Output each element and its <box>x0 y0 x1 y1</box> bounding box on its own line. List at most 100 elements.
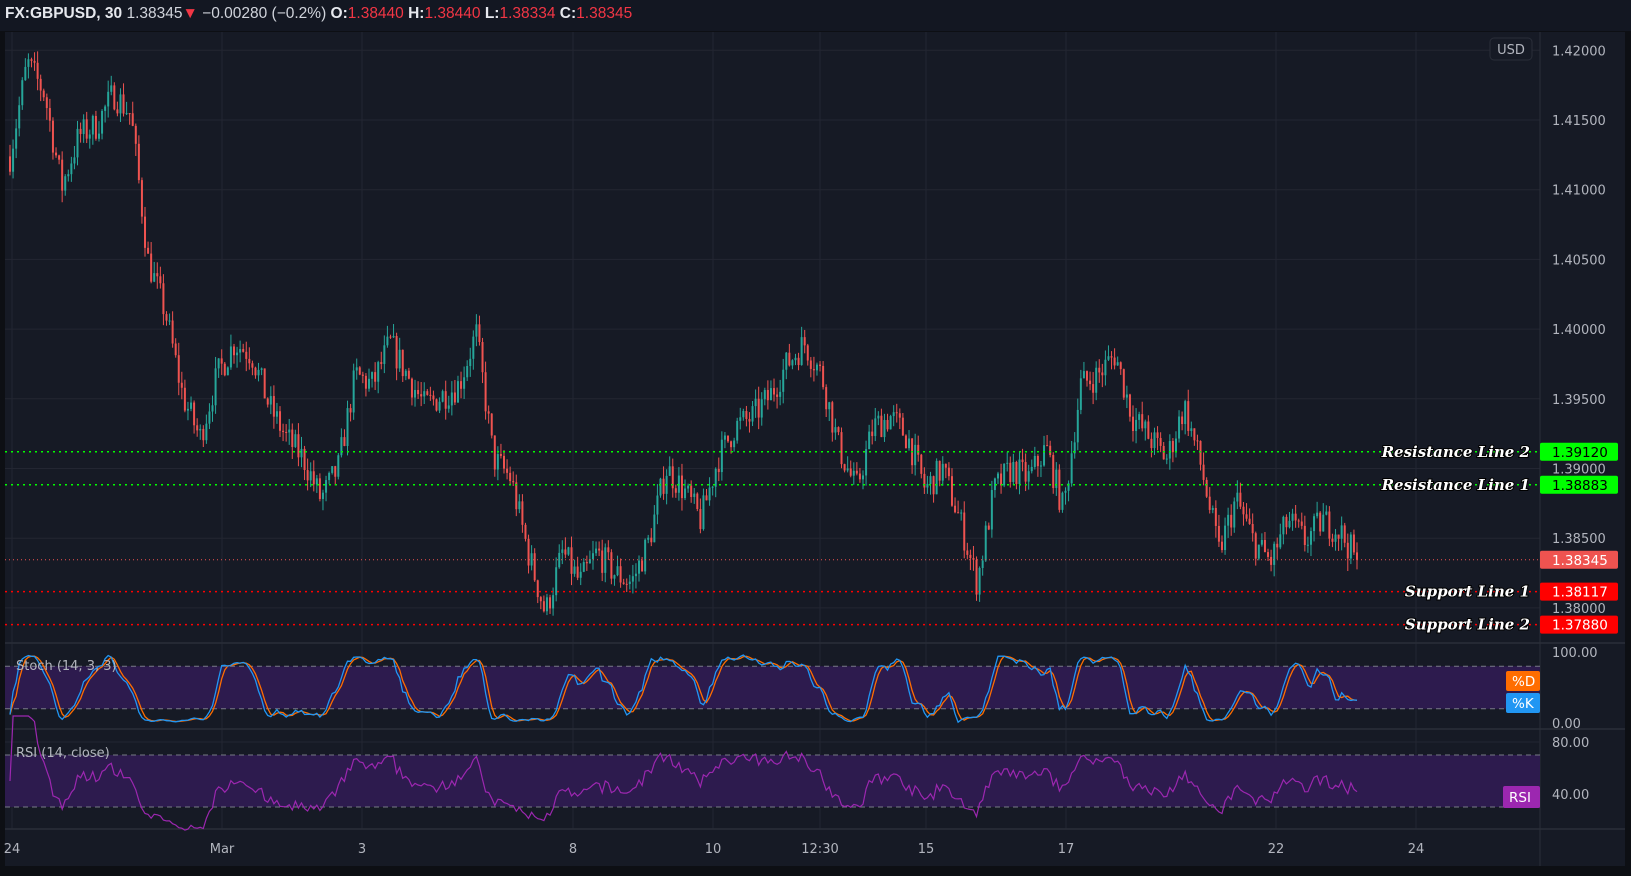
candle-body <box>1291 513 1294 521</box>
candle-body <box>521 501 524 525</box>
candle-body <box>300 448 303 458</box>
candle-body <box>720 439 723 473</box>
candle-body <box>417 389 420 395</box>
candle-body <box>834 427 837 433</box>
candle-body <box>1254 533 1257 559</box>
last-price: 1.38345 <box>126 5 183 22</box>
candle-body <box>1009 462 1012 482</box>
candle-body <box>199 428 202 431</box>
candle-body <box>110 85 113 92</box>
candle-body <box>435 399 438 411</box>
candle-body <box>426 391 429 395</box>
candle-body <box>1279 534 1282 548</box>
candle-body <box>48 108 51 121</box>
candle-body <box>696 493 699 509</box>
candle-body <box>1027 471 1030 482</box>
rsi-tag-label: RSI <box>1509 790 1531 806</box>
candle-body <box>165 314 168 321</box>
candle-body <box>1104 359 1107 376</box>
candle-body <box>825 387 828 410</box>
candle-body <box>990 490 993 530</box>
candle-body <box>1156 432 1159 438</box>
candle-body <box>208 411 211 424</box>
candle-body <box>631 576 634 582</box>
symbol-label[interactable]: FX:GBPUSD, 30 <box>5 5 123 22</box>
support-line-label: Support Line 2 <box>1405 616 1530 634</box>
candle-body <box>714 468 717 487</box>
candle-body <box>512 481 515 483</box>
candle-body <box>30 59 33 61</box>
candle-body <box>1193 428 1196 441</box>
candle-body <box>263 368 266 399</box>
candle-body <box>981 560 984 569</box>
candle-body <box>874 418 877 437</box>
candle-body <box>1242 506 1245 515</box>
candle-body <box>1067 483 1070 491</box>
candle-body <box>55 152 58 156</box>
time-axis-label: 3 <box>358 842 366 857</box>
candle-body <box>1309 531 1312 545</box>
candle-body <box>944 463 947 468</box>
candle-body <box>736 420 739 441</box>
candle-body <box>61 159 64 191</box>
candle-body <box>1224 525 1227 551</box>
candle-body <box>1030 466 1033 472</box>
candle-body <box>1181 416 1184 425</box>
candle-body <box>1006 462 1009 464</box>
candle-body <box>232 346 235 356</box>
candle-body <box>211 405 214 412</box>
candle-body <box>914 444 917 466</box>
candle-body <box>248 358 251 364</box>
candle-body <box>352 370 355 413</box>
candle-body <box>773 388 776 395</box>
candle-body <box>128 113 131 115</box>
candle-body <box>377 362 380 382</box>
candle-body <box>861 475 864 480</box>
candle-body <box>1098 367 1101 373</box>
candle-body <box>487 411 490 414</box>
candle-body <box>1046 445 1049 447</box>
candle-body <box>644 539 647 572</box>
candle-body <box>1113 357 1116 366</box>
candle-body <box>591 553 594 560</box>
candle-body <box>70 163 73 175</box>
candle-body <box>297 434 300 458</box>
price-axis-label: 1.41500 <box>1552 114 1606 129</box>
candle-body <box>585 562 588 564</box>
candle-body <box>466 366 469 378</box>
candle-body <box>656 495 659 515</box>
candle-body <box>1313 516 1316 532</box>
candle-body <box>223 363 226 376</box>
candle-body <box>36 62 39 79</box>
candle-body <box>1322 514 1325 532</box>
currency-badge[interactable] <box>1489 37 1533 61</box>
candle-body <box>303 448 306 471</box>
candle-body <box>1199 440 1202 465</box>
candle-body <box>782 369 785 392</box>
candle-body <box>791 360 794 366</box>
candle-body <box>1303 525 1306 545</box>
candle-body <box>690 485 693 497</box>
candle-body <box>229 346 232 368</box>
last-price-tag-label: 1.38345 <box>1552 553 1608 569</box>
candle-body <box>257 369 260 376</box>
plot-background <box>5 32 1625 866</box>
candle-body <box>966 550 969 555</box>
candle-body <box>766 390 769 401</box>
candle-body <box>21 80 24 106</box>
candles <box>9 51 1358 616</box>
candle-body <box>779 391 782 397</box>
candle-body <box>978 568 981 595</box>
candle-body <box>463 377 466 389</box>
candle-body <box>1012 461 1015 482</box>
candle-body <box>174 343 177 356</box>
candle-body <box>355 367 358 371</box>
candle-body <box>579 571 582 578</box>
candle-body <box>306 470 309 481</box>
candle-body <box>545 597 548 612</box>
price-axis-label: 1.42000 <box>1552 44 1606 59</box>
candle-body <box>923 473 926 488</box>
price-axis-label: 1.40000 <box>1552 323 1606 338</box>
candle-body <box>932 476 935 495</box>
